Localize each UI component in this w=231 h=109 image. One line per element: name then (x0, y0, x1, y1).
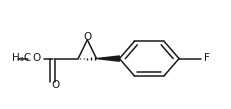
Polygon shape (96, 56, 119, 61)
Text: O: O (51, 80, 59, 90)
Text: H₃C: H₃C (12, 53, 31, 63)
Text: O: O (83, 32, 91, 42)
Text: F: F (203, 53, 209, 63)
Text: O: O (32, 53, 40, 63)
